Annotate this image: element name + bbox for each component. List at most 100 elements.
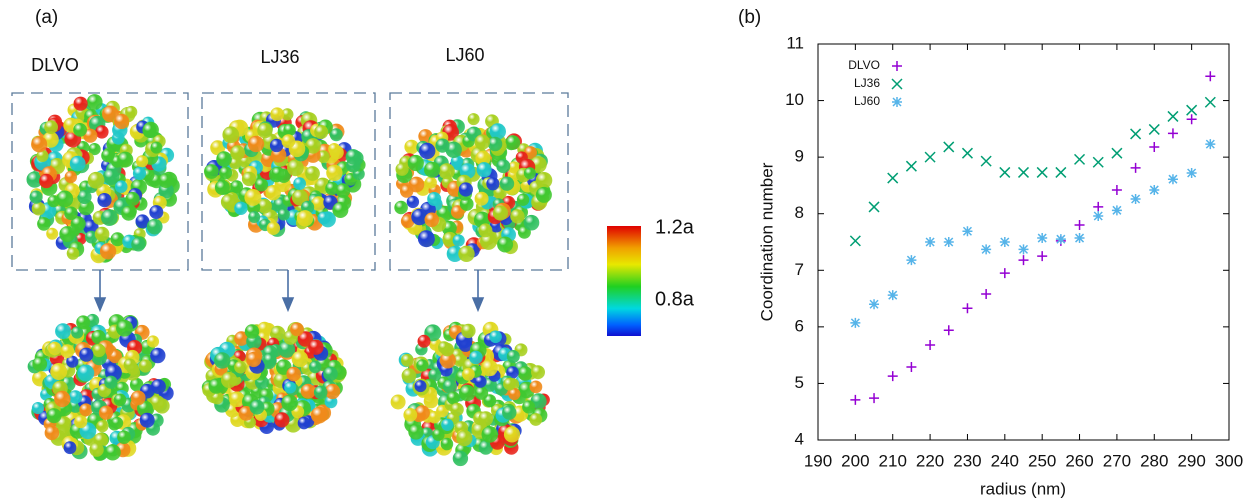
point: [1130, 128, 1142, 140]
sphere: [394, 200, 408, 215]
y-tick-label: 7: [795, 260, 804, 279]
sphere: [499, 176, 515, 191]
point: [1205, 71, 1216, 82]
point: [1130, 194, 1141, 205]
point: [1036, 166, 1048, 178]
sphere: [309, 360, 322, 374]
point: [1093, 210, 1104, 221]
legend-marker: [892, 97, 902, 107]
sphere: [476, 162, 492, 178]
sphere: [458, 182, 473, 197]
sphere: [247, 135, 265, 153]
sphere: [281, 108, 294, 121]
point: [943, 237, 954, 247]
point: [925, 339, 936, 350]
sphere: [29, 190, 43, 204]
legend-marker: [892, 61, 902, 71]
sphere: [229, 391, 245, 408]
arrows: [93, 270, 485, 313]
sphere: [446, 391, 460, 405]
cluster-title: DLVO: [31, 55, 79, 75]
sphere: [403, 408, 418, 422]
sphere: [150, 347, 166, 364]
sphere: [505, 135, 521, 150]
sphere: [114, 180, 128, 193]
sphere: [55, 323, 71, 340]
sphere: [135, 214, 150, 229]
legend-label: DLVO: [848, 58, 880, 72]
point: [1074, 233, 1085, 244]
sphere: [467, 113, 480, 126]
sphere: [117, 151, 134, 168]
sphere: [150, 379, 166, 395]
colorbar-label: 1.2a: [655, 216, 695, 238]
sphere: [459, 384, 476, 402]
sphere: [478, 223, 493, 238]
sphere: [508, 161, 521, 174]
sphere: [503, 426, 521, 443]
sphere: [77, 364, 95, 382]
sphere: [291, 189, 309, 206]
sphere: [481, 426, 499, 443]
sphere: [86, 94, 103, 110]
sphere: [32, 356, 48, 372]
sphere: [311, 196, 326, 211]
sphere: [244, 188, 262, 206]
sphere: [442, 379, 457, 394]
y-tick-label: 9: [795, 147, 804, 166]
point: [999, 268, 1010, 279]
sphere: [44, 120, 58, 134]
x-tick-label: 190: [804, 451, 832, 470]
sphere: [278, 341, 296, 358]
sphere: [271, 166, 285, 180]
point: [1130, 162, 1141, 173]
sphere: [469, 350, 483, 365]
point: [850, 317, 861, 328]
sphere: [73, 122, 87, 137]
point: [1111, 147, 1123, 159]
sphere: [234, 360, 247, 374]
plot-frame: [817, 43, 1230, 441]
sphere: [411, 208, 428, 226]
point: [1149, 184, 1160, 195]
sphere: [254, 178, 269, 192]
sphere: [517, 366, 533, 381]
sphere: [83, 219, 99, 235]
sphere: [129, 377, 144, 392]
sphere: [439, 352, 456, 369]
sphere: [98, 405, 114, 420]
sphere: [523, 214, 540, 231]
sphere: [216, 151, 232, 167]
sphere: [400, 214, 415, 228]
sphere: [450, 402, 464, 417]
sphere: [401, 368, 417, 384]
sphere: [300, 383, 316, 399]
point: [999, 237, 1010, 247]
sphere: [79, 403, 93, 417]
sphere: [408, 424, 424, 440]
sphere: [345, 149, 361, 165]
sphere: [70, 216, 86, 232]
sphere: [102, 168, 120, 185]
sphere: [326, 164, 343, 181]
y-tick-label: 6: [795, 316, 804, 335]
point: [943, 141, 955, 153]
sphere: [516, 193, 530, 206]
sphere: [274, 412, 290, 428]
sphere: [510, 209, 525, 224]
sphere: [138, 359, 152, 373]
sphere: [204, 164, 219, 179]
sphere: [314, 125, 329, 139]
sphere: [401, 353, 414, 367]
sphere: [424, 176, 437, 189]
y-tick-label: 4: [795, 429, 804, 448]
sphere: [290, 322, 304, 337]
sphere: [486, 177, 500, 191]
sphere: [297, 331, 314, 347]
sphere: [407, 154, 424, 172]
sphere: [95, 125, 109, 139]
sphere: [329, 128, 343, 142]
sphere: [31, 402, 45, 415]
sphere: [31, 201, 46, 216]
